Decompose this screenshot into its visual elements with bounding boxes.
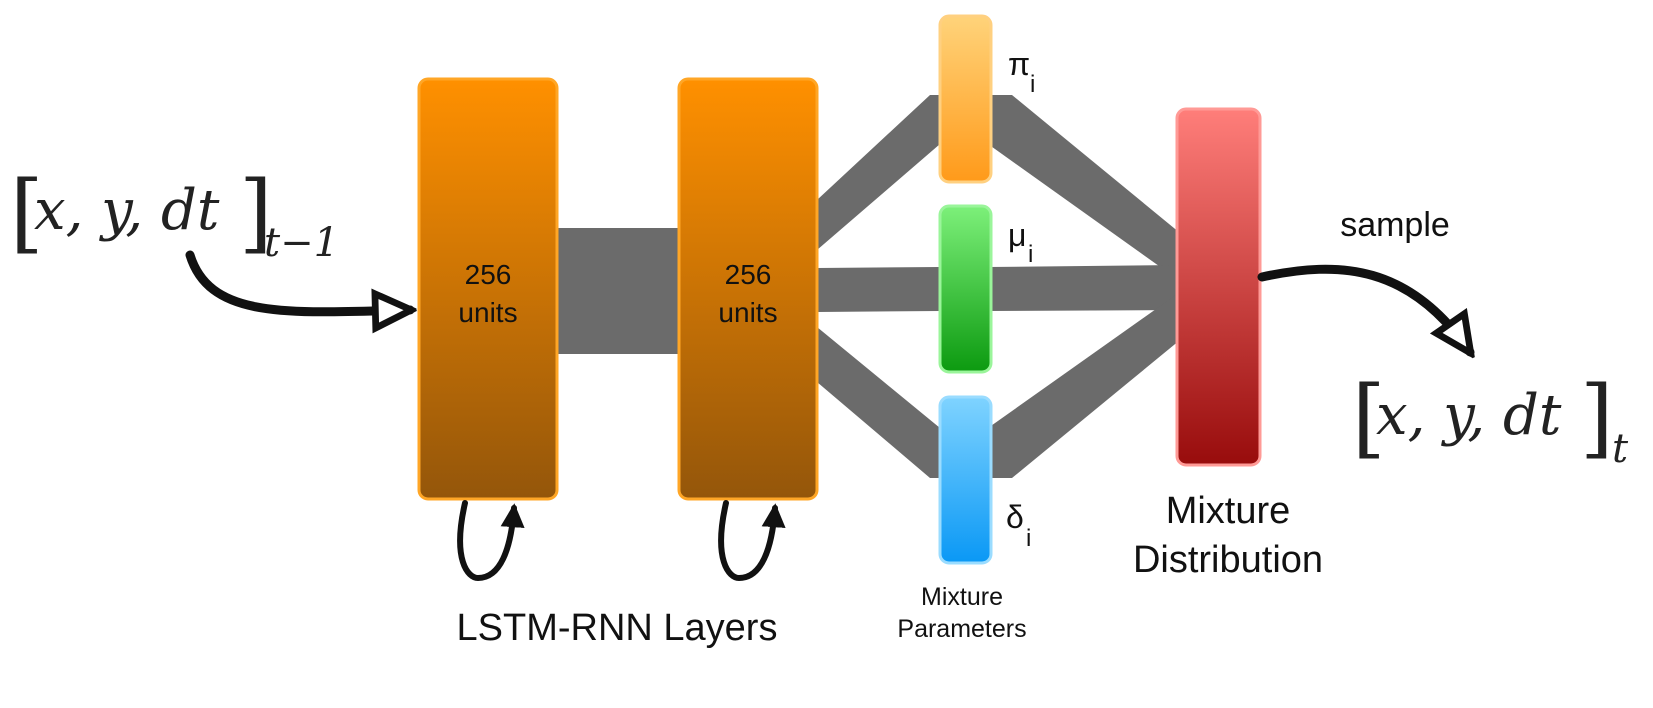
input-bracket-left: [	[10, 163, 44, 263]
lstm-layer-1: 256 units	[417, 77, 559, 501]
mixture-params-caption-line1: Mixture	[921, 583, 1003, 611]
sample-arrow	[1257, 264, 1470, 352]
lstm-layer-1-box	[417, 77, 559, 501]
lstm-layer-2-box	[677, 77, 819, 501]
input-vector-content: x, y, dt	[34, 178, 220, 243]
delta-symbol: δ	[1006, 499, 1024, 535]
lstm-layer-1-units-label: units	[458, 297, 517, 328]
mixture-distribution-box	[1175, 107, 1262, 467]
lstm-layer-2-units-label: units	[718, 297, 777, 328]
input-label: [ x, y, dt ] t−1	[10, 163, 339, 266]
lstm-caption: LSTM-RNN Layers	[457, 607, 778, 649]
connector-lstm2-to-pi	[817, 95, 958, 250]
input-bracket-right: ]	[239, 163, 273, 263]
output-subscript: t	[1612, 426, 1629, 472]
lstm-layer-1-units-count: 256	[465, 259, 512, 290]
lstm-layer-2-recurrent-arrow	[718, 500, 786, 582]
pi-symbol: π	[1008, 46, 1030, 82]
lstm-layer-2-units-count: 256	[725, 259, 772, 290]
mixture-params-caption-line2: Parameters	[897, 615, 1026, 643]
mixture-param-pi: π i	[938, 14, 1035, 184]
input-arrow	[185, 250, 410, 312]
pi-bar	[938, 14, 993, 184]
output-bracket-left: [	[1352, 368, 1386, 468]
connector-delta-to-distribution	[988, 292, 1180, 478]
connectors	[552, 95, 1180, 478]
connector-lstm2-to-delta	[817, 327, 958, 478]
mixture-param-delta: δ i	[938, 395, 1031, 565]
mixture-distribution-caption-line1: Mixture	[1166, 490, 1291, 532]
mixture-param-mu: μ i	[938, 204, 1033, 374]
mixture-distribution-caption-line2: Distribution	[1133, 539, 1323, 581]
connector-mu-to-distribution	[988, 265, 1180, 311]
output-bracket-right: ]	[1580, 368, 1614, 468]
pi-subscript: i	[1030, 71, 1035, 98]
connector-pi-to-distribution	[988, 95, 1180, 281]
connector-lstm1-to-lstm2	[552, 228, 682, 354]
mu-symbol: μ	[1008, 217, 1026, 253]
output-vector-content: x, y, dt	[1376, 383, 1562, 448]
output-label: [ x, y, dt ] t	[1352, 368, 1629, 472]
input-subscript: t−1	[264, 220, 339, 266]
connector-lstm2-to-mu	[817, 267, 940, 312]
sample-label: sample	[1340, 206, 1450, 244]
mu-bar	[938, 204, 993, 374]
mu-subscript: i	[1028, 241, 1033, 268]
lstm-layer-1-recurrent-arrow	[457, 500, 525, 582]
lstm-layer-2: 256 units	[677, 77, 819, 501]
delta-subscript: i	[1026, 525, 1031, 552]
delta-bar	[938, 395, 993, 565]
